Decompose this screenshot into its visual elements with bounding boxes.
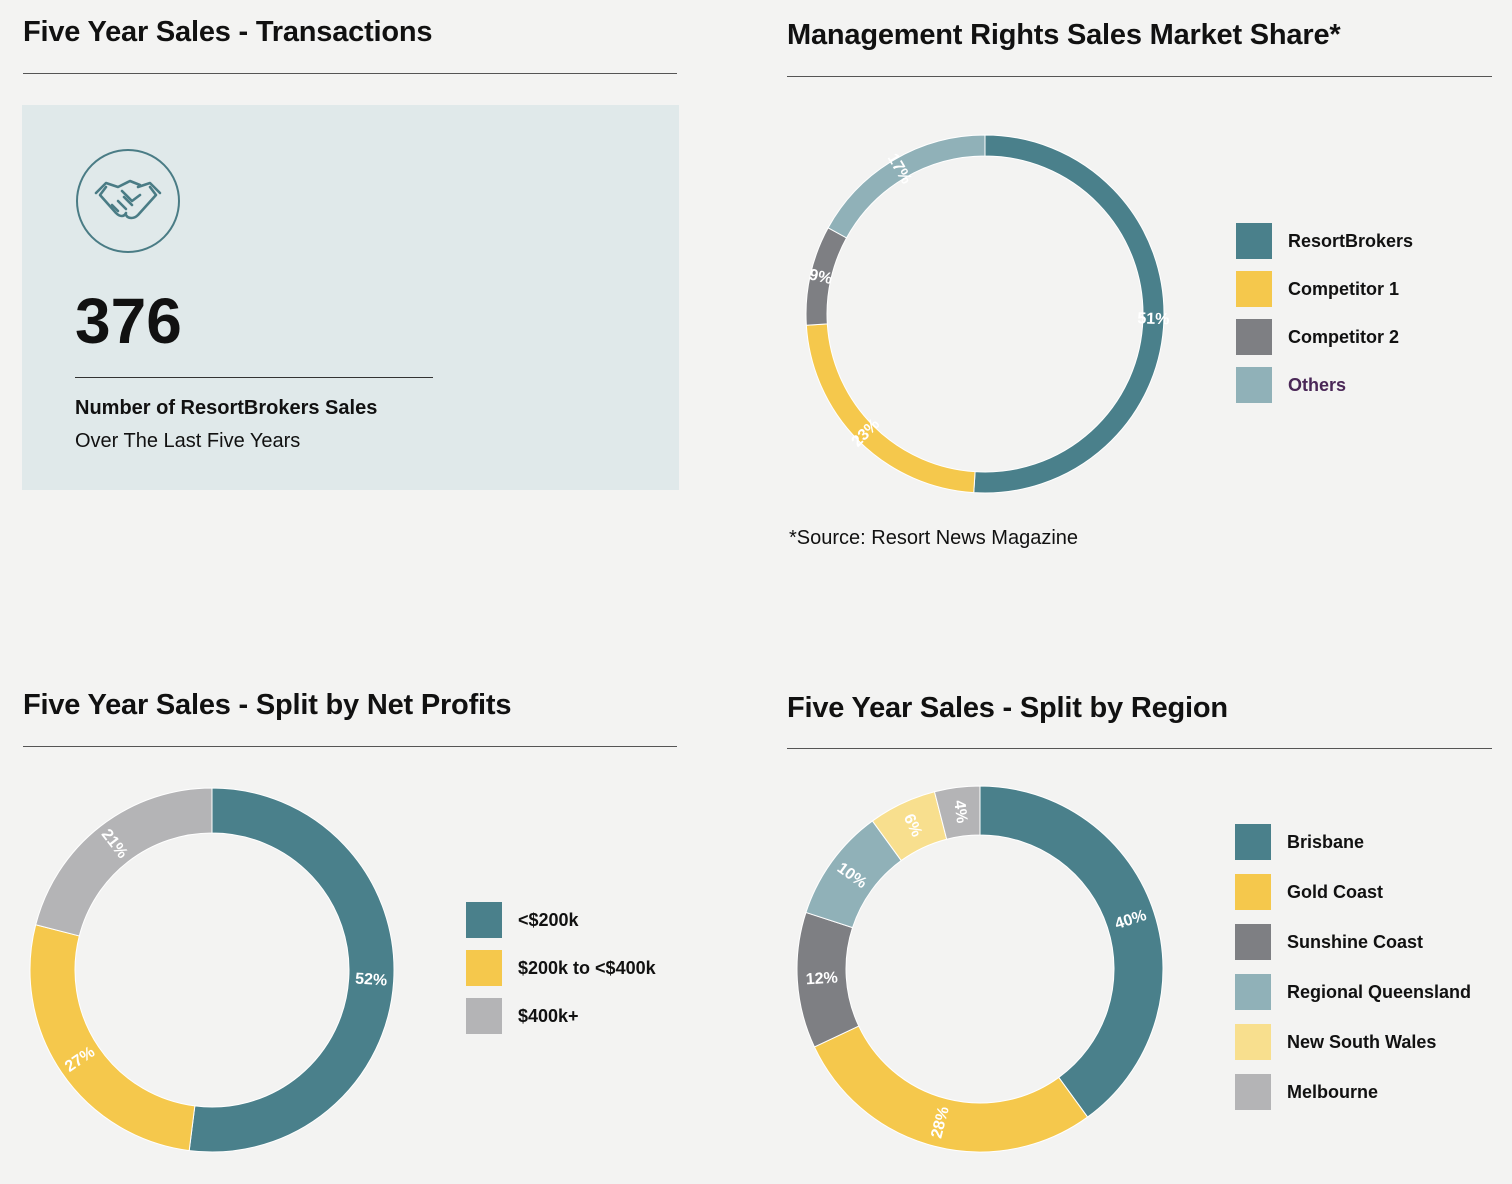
region-legend-swatch [1235, 924, 1271, 960]
region-legend-swatch [1235, 824, 1271, 860]
market-share-label-resortbrokers: 51% [1137, 310, 1170, 328]
net-profits-legend-item-400k: $400k+ [466, 998, 579, 1034]
sales-count-sublabel: Over The Last Five Years [75, 430, 301, 452]
net-profits-legend-label: <$200k [518, 909, 579, 930]
region-legend-swatch [1235, 974, 1271, 1010]
net-profits-legend-swatch [466, 902, 502, 938]
region-legend-item-new-south-wales: New South Wales [1235, 1024, 1436, 1060]
market-share-legend-item-others: Others [1236, 367, 1346, 403]
net-profits-title: Five Year Sales - Split by Net Profits [23, 689, 512, 721]
region-label-melbourne: 4% [950, 799, 970, 824]
net-profits-donut-svg: 52%27%21% [29, 787, 395, 1153]
net-profits-donut-chart: 52% 27% 21% [29, 787, 395, 1153]
region-legend-swatch [1235, 874, 1271, 910]
source-note: *Source: Resort News Magazine [789, 527, 1079, 549]
region-legend-label: Regional Queensland [1287, 981, 1472, 1002]
region-slice-melbourne [933, 785, 981, 840]
market-share-slice-others [827, 134, 986, 239]
region-legend-item-sunshine-coast: Sunshine Coast [1235, 924, 1423, 960]
market-share-label-competitor-2: 9% [807, 266, 833, 288]
region-legend-item-melbourne: Melbourne [1235, 1074, 1378, 1110]
region-divider [787, 748, 1492, 749]
net-profits-legend-item-200k-to-400k: $200k to <$400k [466, 950, 656, 986]
sales-count-label: Number of ResortBrokers Sales [75, 397, 378, 419]
region-slice-gold-coast [813, 1025, 1089, 1153]
transactions-divider [23, 73, 677, 74]
net-profits-label-200k: 52% [355, 971, 388, 990]
market-share-slice-resortbrokers [973, 134, 1165, 494]
market-share-divider [787, 76, 1492, 77]
region-label-sunshine-coast: 12% [805, 969, 838, 988]
sales-count: 376 [75, 285, 182, 357]
region-donut-svg: 40%28%12%10%6% 4% [796, 785, 1164, 1153]
region-legend-swatch [1235, 1074, 1271, 1110]
net-profits-slice-200k [188, 787, 395, 1153]
handshake-icon [76, 149, 180, 253]
market-share-title: Management Rights Sales Market Share* [787, 19, 1341, 51]
market-share-donut-chart: 51% 23% 9% 17% [805, 134, 1170, 494]
transactions-title: Five Year Sales - Transactions [23, 16, 433, 48]
market-share-legend-swatch [1236, 223, 1272, 259]
market-share-legend-label: Competitor 2 [1288, 326, 1400, 347]
net-profits-slice-200k-to-400k [29, 924, 196, 1152]
region-legend-swatch [1235, 1024, 1271, 1060]
net-profits-divider [23, 746, 677, 747]
net-profits-legend-label: $200k to <$400k [518, 957, 656, 978]
market-share-legend-item-resortbrokers: ResortBrokers [1236, 223, 1413, 259]
net-profits-legend-swatch [466, 950, 502, 986]
region-legend-label: Sunshine Coast [1287, 931, 1424, 952]
net-profits-slice-400k [35, 787, 213, 937]
market-share-legend-item-competitor-1: Competitor 1 [1236, 271, 1399, 307]
transactions-card: 376 Number of ResortBrokers Sales Over T… [22, 105, 679, 490]
market-share-slice-competitor-1 [805, 323, 976, 494]
region-legend-item-regional-queensland: Regional Queensland [1235, 974, 1471, 1010]
market-share-legend-label: Competitor 1 [1288, 278, 1400, 299]
market-share-legend-label: ResortBrokers [1288, 230, 1414, 251]
region-slice-brisbane [979, 785, 1164, 1118]
market-share-donut-svg: 51%23%9%17% [805, 134, 1170, 494]
market-share-legend-swatch [1236, 271, 1272, 307]
region-title: Five Year Sales - Split by Region [787, 692, 1228, 724]
net-profits-legend-label: $400k+ [518, 1005, 579, 1026]
market-share-legend-label: Others [1288, 374, 1347, 395]
net-profits-legend-swatch [466, 998, 502, 1034]
region-legend-label: Gold Coast [1287, 881, 1384, 902]
market-share-legend-item-competitor-2: Competitor 2 [1236, 319, 1399, 355]
region-legend-item-brisbane: Brisbane [1235, 824, 1364, 860]
market-share-legend-swatch [1236, 319, 1272, 355]
region-legend-label: Brisbane [1287, 831, 1365, 852]
market-share-legend-swatch [1236, 367, 1272, 403]
net-profits-legend-item-200k: <$200k [466, 902, 579, 938]
region-donut-chart: 40% 28% 12% 10% 6% 4% [796, 785, 1164, 1153]
region-legend-label: New South Wales [1287, 1031, 1437, 1052]
region-legend-label: Melbourne [1287, 1081, 1379, 1102]
card-divider [75, 377, 433, 378]
region-legend-item-gold-coast: Gold Coast [1235, 874, 1383, 910]
